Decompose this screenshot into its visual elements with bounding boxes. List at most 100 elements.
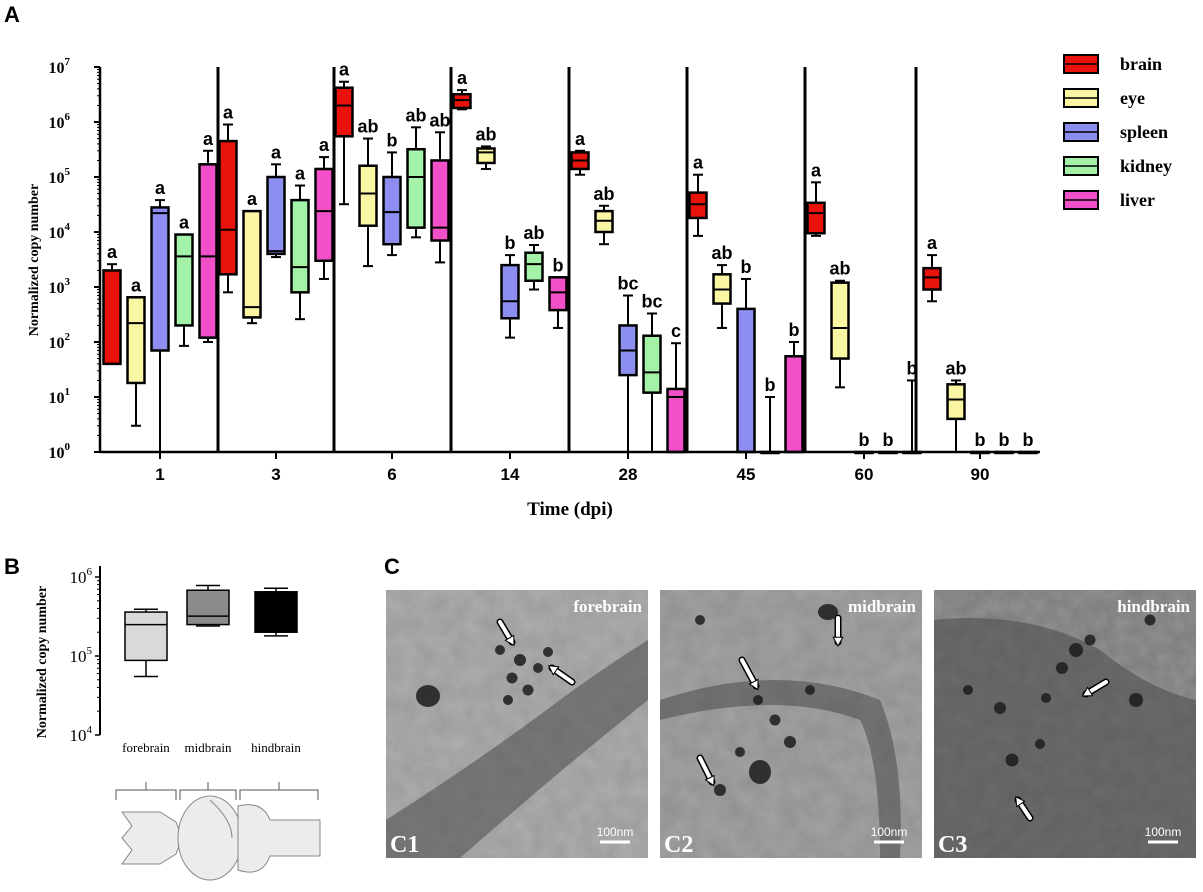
dense-particle bbox=[1056, 662, 1068, 674]
dense-particle bbox=[994, 702, 1006, 714]
dense-particle bbox=[495, 645, 505, 655]
box-liver-60 bbox=[902, 379, 922, 455]
brain-region-brackets bbox=[115, 782, 319, 800]
box-body bbox=[266, 175, 286, 256]
legend-item-spleen: spleen bbox=[1063, 122, 1168, 142]
x-tick-label: hindbrain bbox=[251, 740, 301, 755]
micrograph-panel-id: C3 bbox=[938, 832, 967, 858]
dense-particle bbox=[1041, 693, 1051, 703]
box-brain-3 bbox=[218, 123, 238, 294]
arrow-indicator bbox=[1014, 795, 1034, 822]
significance-letter: ab bbox=[475, 124, 496, 144]
scale-bar-label: 100nm bbox=[597, 825, 634, 839]
box-eye-1 bbox=[126, 296, 146, 427]
x-tick-label: 3 bbox=[271, 465, 280, 484]
box-eye-14 bbox=[476, 145, 496, 170]
x-tick-label: 14 bbox=[501, 465, 520, 484]
arrow-indicator bbox=[1081, 678, 1110, 698]
box-body bbox=[314, 167, 334, 263]
chart-a-legend: brain eye spleen kidney liver bbox=[1063, 54, 1172, 210]
dense-particle bbox=[818, 604, 838, 620]
legend-label: brain bbox=[1120, 54, 1162, 74]
dense-particle bbox=[753, 695, 763, 705]
box-liver-6 bbox=[430, 131, 450, 264]
dense-particle bbox=[695, 615, 705, 625]
scale-bar-label: 100nm bbox=[1145, 825, 1182, 839]
significance-letter: bc bbox=[641, 291, 662, 311]
arrow-indicator bbox=[832, 614, 844, 648]
significance-letter: b bbox=[975, 430, 986, 450]
micrograph-membrane bbox=[934, 618, 1196, 858]
micrograph-region-label: hindbrain bbox=[1117, 597, 1190, 616]
y-tick-label: 106 bbox=[49, 111, 71, 132]
box-body bbox=[124, 611, 168, 662]
dense-particle bbox=[963, 685, 973, 695]
box-body bbox=[688, 191, 708, 220]
significance-letter: b bbox=[883, 430, 894, 450]
box-kidney-6 bbox=[406, 126, 426, 239]
significance-letter: bc bbox=[617, 274, 638, 294]
significance-letter: b bbox=[505, 233, 516, 253]
dense-particle bbox=[805, 685, 815, 695]
box-body bbox=[830, 281, 850, 360]
box-kidney-45 bbox=[760, 396, 780, 455]
box-brain-28 bbox=[570, 149, 590, 176]
box-midbrain bbox=[186, 584, 230, 627]
micrograph-membrane bbox=[386, 640, 648, 858]
box-body bbox=[334, 86, 354, 138]
scale-bar-label: 100nm bbox=[871, 825, 908, 839]
significance-letter: a bbox=[339, 60, 350, 80]
box-body bbox=[218, 139, 238, 276]
significance-letter: b bbox=[907, 358, 918, 378]
box-body bbox=[242, 209, 262, 319]
legend-item-kidney: kidney bbox=[1063, 156, 1172, 176]
chart-b-ylabel: Normalized copy number bbox=[35, 586, 50, 738]
dense-particle bbox=[1035, 739, 1045, 749]
box-brain-90 bbox=[922, 254, 942, 303]
box-spleen-1 bbox=[150, 199, 170, 453]
box-body bbox=[476, 147, 496, 165]
box-spleen-28 bbox=[618, 294, 638, 453]
box-brain-45 bbox=[688, 173, 708, 237]
significance-letter: b bbox=[1023, 430, 1034, 450]
arrow-indicator bbox=[738, 656, 760, 691]
box-body bbox=[290, 198, 310, 294]
significance-letter: a bbox=[223, 103, 234, 123]
box-brain-1 bbox=[102, 263, 122, 366]
significance-letter: ab bbox=[405, 105, 426, 125]
x-tick-label: 6 bbox=[387, 465, 396, 484]
significance-letter: ab bbox=[357, 117, 378, 137]
box-spleen-3 bbox=[266, 163, 286, 259]
significance-letter: b bbox=[859, 430, 870, 450]
arrow-indicator bbox=[496, 618, 516, 647]
significance-letter: ab bbox=[523, 223, 544, 243]
brain-schematic bbox=[121, 795, 321, 881]
x-tick-label: midbrain bbox=[185, 740, 232, 755]
dense-particle bbox=[714, 784, 726, 796]
box-body bbox=[102, 269, 122, 366]
significance-letter: b bbox=[999, 430, 1010, 450]
legend-item-brain: brain bbox=[1063, 54, 1162, 74]
box-hindbrain bbox=[254, 587, 298, 637]
y-tick-label: 105 bbox=[49, 166, 71, 187]
dense-particle bbox=[735, 747, 745, 757]
chart-a-x-ticks: 1 3 6 14 28 45 60 90 bbox=[155, 452, 989, 484]
chart-b-boxes bbox=[124, 584, 298, 678]
legend-label: kidney bbox=[1120, 156, 1172, 176]
box-brain-6 bbox=[334, 80, 354, 206]
micrograph-region-label: midbrain bbox=[848, 597, 917, 616]
box-eye-90 bbox=[946, 379, 966, 453]
box-eye-3 bbox=[242, 209, 262, 325]
legend-item-eye: eye bbox=[1063, 88, 1145, 108]
box-body bbox=[784, 355, 804, 454]
x-tick-label: 28 bbox=[619, 465, 638, 484]
arrow-indicator bbox=[547, 664, 576, 686]
dense-particle bbox=[522, 684, 534, 696]
micrograph-region-label: forebrain bbox=[573, 597, 642, 616]
box-body bbox=[186, 589, 230, 626]
box-spleen-45 bbox=[736, 277, 756, 454]
x-tick-label: 90 bbox=[971, 465, 990, 484]
